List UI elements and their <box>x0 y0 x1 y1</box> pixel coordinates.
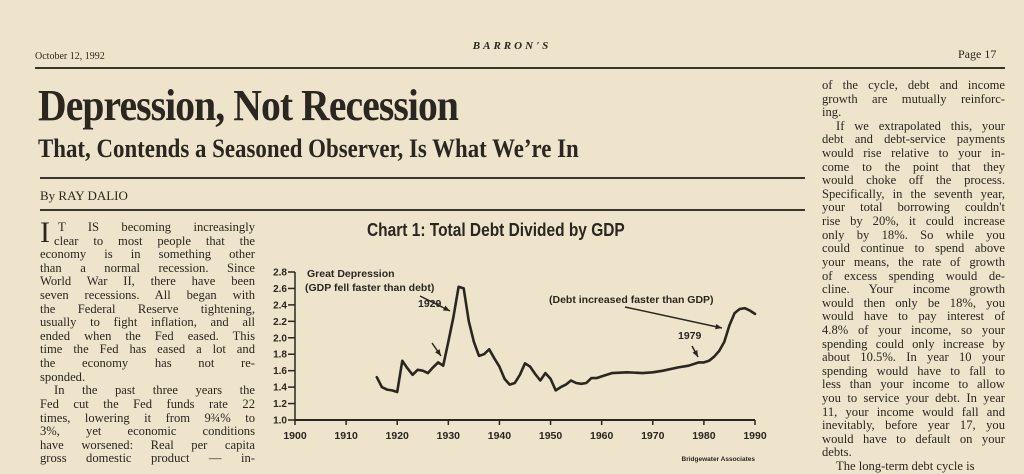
x-tick-label: 1980 <box>692 430 716 442</box>
text-line: would rise relative to your in- <box>822 147 1005 161</box>
text-line: spending would have to fall to <box>822 365 1005 379</box>
y-tick-label: 2.8 <box>273 268 287 279</box>
x-tick-label: 1900 <box>283 430 307 442</box>
x-tick-label: 1930 <box>437 430 461 442</box>
text-line: growth are mutually reinforc- <box>822 93 1005 107</box>
text-line: cline. Your income growth <box>822 283 1005 297</box>
text-line: economy is in something other <box>40 248 255 262</box>
text-line: If we extrapolated this, your <box>822 120 1005 134</box>
text-line: than a normal recession. Since <box>40 262 255 276</box>
x-tick-label: 1950 <box>539 430 563 442</box>
text-line: the Federal Reserve tightening, <box>40 303 255 317</box>
text-line: T IS becoming increasingly <box>40 221 255 235</box>
text-line: usually to fight inflation, and all <box>40 316 255 330</box>
text-line: clear to most people that the <box>40 235 255 249</box>
y-tick-label: 1.8 <box>273 350 287 361</box>
y-tick-label: 2.0 <box>273 333 287 344</box>
annotation-arrow <box>625 307 722 328</box>
y-tick-label: 2.6 <box>273 284 287 295</box>
x-tick-label: 1990 <box>743 430 767 442</box>
text-line: about 10.5%. In year 10 your <box>822 351 1005 365</box>
subhead-rule <box>40 177 805 179</box>
text-line: less than your income to allow <box>822 378 1005 392</box>
text-line: Fed cut the Fed funds rate 22 <box>40 398 255 412</box>
annotation-label: 1929 <box>418 298 442 310</box>
x-tick-label: 1940 <box>488 430 512 442</box>
text-line: Specifically, in the seventh year, <box>822 188 1005 202</box>
text-line: the economy has not re- <box>40 357 255 371</box>
text-line: of the cycle, debt and income <box>822 79 1005 93</box>
text-line: have worsened: Real per capita <box>40 439 255 453</box>
arrowhead-icon <box>435 349 441 356</box>
text-line: In the past three years the <box>40 384 255 398</box>
chart-source: Bridgewater Associates <box>682 456 756 463</box>
byline-rule <box>40 209 805 211</box>
text-line: time the Fed has eased a lot and <box>40 343 255 357</box>
x-tick-label: 1970 <box>641 430 665 442</box>
text-line: debts. <box>822 446 1005 460</box>
text-line: inevitably, before year 17, you <box>822 419 1005 433</box>
y-tick-label: 2.2 <box>273 317 287 328</box>
issue-date: October 12, 1992 <box>35 51 105 62</box>
text-line: 3%, yet economic conditions <box>40 425 255 439</box>
text-line: would have to pay interest of <box>822 310 1005 324</box>
y-tick-label: 1.2 <box>273 399 287 410</box>
text-line: ing. <box>822 106 1005 120</box>
text-line: you to service your debt. In year <box>822 392 1005 406</box>
text-line: 4.8% of your income, so your <box>822 324 1005 338</box>
headline: Depression, Not Recession <box>38 80 458 131</box>
text-line: times, lowering it from 9¾% to <box>40 412 255 426</box>
text-line: seven recessions. All began with <box>40 289 255 303</box>
y-tick-label: 1.6 <box>273 366 287 377</box>
text-line: only by 18%. So while you <box>822 229 1005 243</box>
text-line: debt and debt-service payments <box>822 133 1005 147</box>
text-line: of excess spending would de- <box>822 270 1005 284</box>
debt-gdp-chart: 1.0 1.2 1.4 1.6 1.8 2.0 2.2 2.4 2.6 2.8 1900 1910 19… <box>260 255 780 471</box>
byline: By RAY DALIO <box>40 188 128 204</box>
text-line: 11, your income would fall and <box>822 406 1005 420</box>
annotation-label: (Debt increased faster than GDP) <box>549 294 714 306</box>
text-line: would have to default on your <box>822 433 1005 447</box>
text-line: The long-term debt cycle is <box>822 460 1005 474</box>
text-line: ended when the Fed eased. This <box>40 330 255 344</box>
subheadline: That, Contends a Seasoned Observer, Is W… <box>38 134 579 164</box>
publication-name: BARRON'S <box>0 40 1024 52</box>
text-line: would then only be 18%, you <box>822 297 1005 311</box>
text-line: sponded. <box>40 371 255 385</box>
annotation-label: (GDP fell faster than debt) <box>305 282 434 294</box>
y-tick-label: 1.0 <box>273 416 287 427</box>
annotation-label: 1979 <box>678 330 702 342</box>
x-tick-label: 1920 <box>386 430 410 442</box>
text-line: spending could only increase by <box>822 338 1005 352</box>
text-line: could continue to spend above <box>822 242 1005 256</box>
x-tick-label: 1960 <box>590 430 614 442</box>
header-rule <box>35 67 1005 69</box>
text-line: gross domestic product — in- <box>40 452 255 466</box>
text-line: would choke off the process. <box>822 174 1005 188</box>
x-tick-label: 1910 <box>334 430 358 442</box>
text-line: come to the point that they <box>822 161 1005 175</box>
annotation-label: Great Depression <box>307 268 395 280</box>
text-line: rise by 20%, it could increase <box>822 215 1005 229</box>
text-line: your total borrowing couldn't <box>822 201 1005 215</box>
chart-title: Chart 1: Total Debt Divided by GDP <box>367 220 625 241</box>
text-line: World War II, there have been <box>40 275 255 289</box>
y-tick-label: 2.4 <box>273 300 287 311</box>
text-line: your means, the rate of growth <box>822 256 1005 270</box>
y-tick-label: 1.4 <box>273 383 287 394</box>
page-number: Page 17 <box>958 47 996 62</box>
